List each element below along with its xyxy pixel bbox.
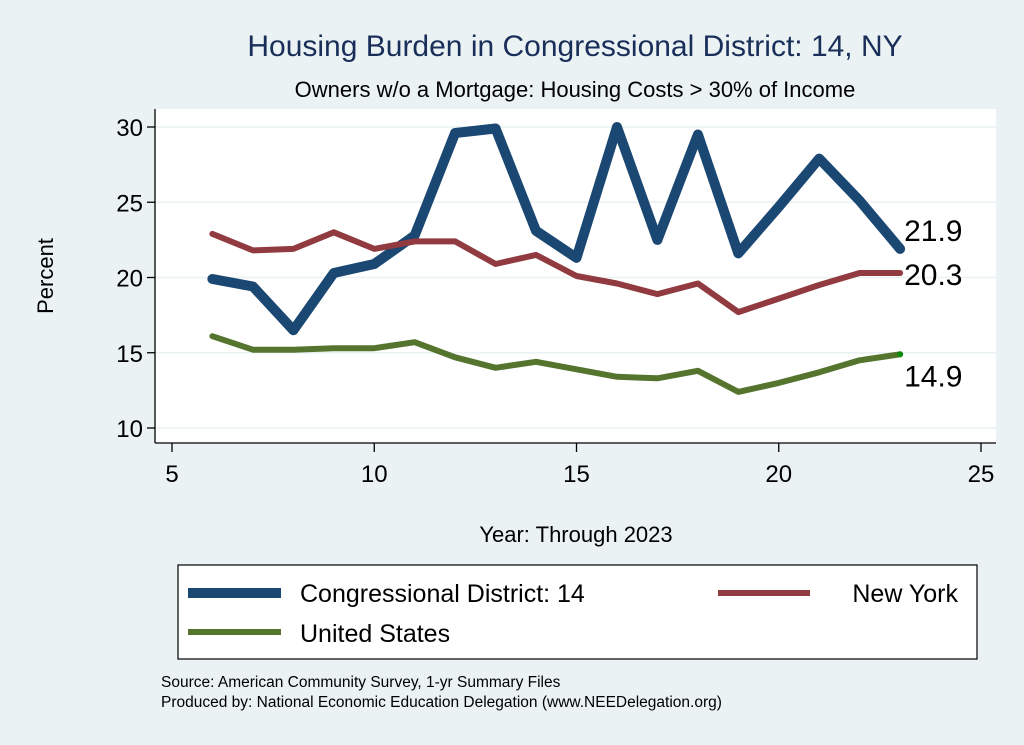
series-line-new-york: [209, 229, 904, 316]
x-tick-label-20: 20: [765, 461, 792, 488]
source-note: Source: American Community Survey, 1-yr …: [161, 674, 561, 691]
end-marker-united-states: [897, 351, 904, 358]
x-axis-title: Year: Through 2023: [479, 522, 672, 547]
chart-subtitle: Owners w/o a Mortgage: Housing Costs > 3…: [295, 77, 856, 102]
end-labels: 21.9 20.3 14.9: [904, 215, 962, 393]
x-tick-label-25: 25: [968, 461, 995, 488]
y-tick-label-25: 25: [116, 190, 143, 217]
end-label-new-york: 20.3: [904, 259, 962, 292]
producer-note: Produced by: National Economic Education…: [161, 694, 722, 711]
series-lines: [207, 122, 906, 395]
y-tick-label-20: 20: [116, 266, 143, 293]
series-line-congressional-district-14: [207, 122, 906, 336]
y-tick-label-30: 30: [116, 115, 143, 142]
end-label-congressional-district-14: 21.9: [904, 215, 962, 248]
series-line-united-states: [209, 333, 904, 395]
y-tick-label-10: 10: [116, 416, 143, 443]
chart-title: Housing Burden in Congressional District…: [247, 30, 902, 63]
x-tick-label-15: 15: [563, 461, 590, 488]
y-tick-label-15: 15: [116, 341, 143, 368]
y-axis-title: Percent: [33, 238, 58, 314]
x-tick-label-10: 10: [361, 461, 388, 488]
legend-label-new-york: New York: [852, 580, 958, 608]
legend-label-united-states: United States: [300, 620, 450, 648]
end-label-united-states: 14.9: [904, 360, 962, 393]
legend-box: [177, 564, 978, 660]
x-tick-label-5: 5: [165, 461, 178, 488]
axes: 10 15 20 25 30 5 10 15 20 25: [116, 109, 996, 488]
legend: Congressional District: 14 New York Unit…: [177, 564, 978, 660]
legend-label-cd14: Congressional District: 14: [300, 580, 585, 608]
